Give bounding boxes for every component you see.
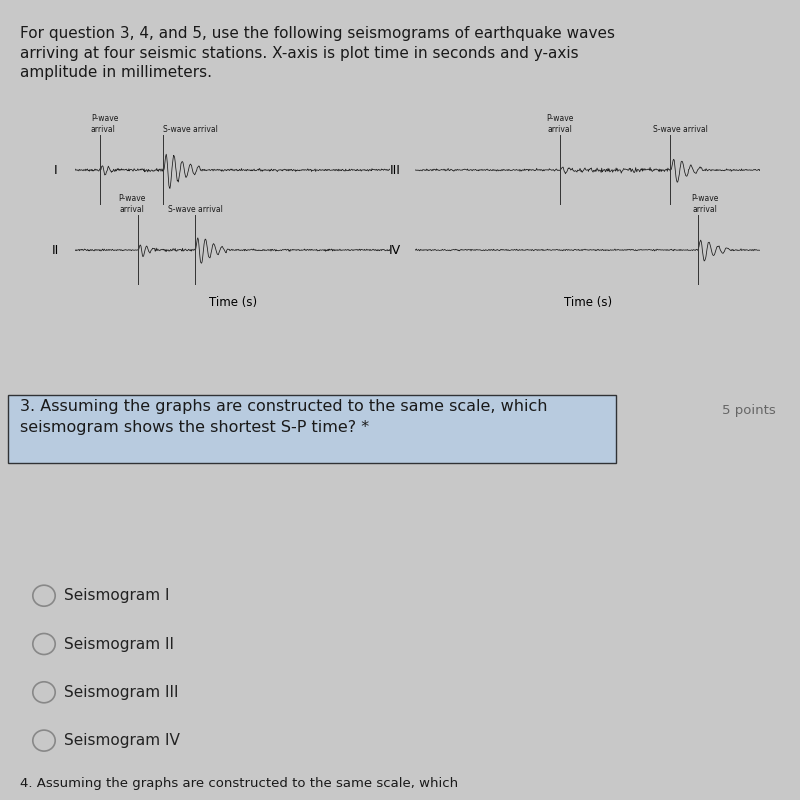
Text: P-wave
arrival: P-wave arrival <box>546 114 574 134</box>
Text: IV: IV <box>389 243 402 257</box>
Text: S-wave arrival: S-wave arrival <box>163 125 218 134</box>
Text: II: II <box>51 243 59 257</box>
Text: Seismogram IV: Seismogram IV <box>64 733 180 748</box>
Text: 4. Assuming the graphs are constructed to the same scale, which: 4. Assuming the graphs are constructed t… <box>20 777 458 790</box>
Text: 5 points: 5 points <box>722 403 776 417</box>
FancyBboxPatch shape <box>8 395 616 463</box>
Text: S-wave arrival: S-wave arrival <box>167 205 222 214</box>
Text: III: III <box>390 163 401 177</box>
Text: Seismogram I: Seismogram I <box>64 588 170 603</box>
Text: Time (s): Time (s) <box>564 296 612 309</box>
Text: P-wave
arrival: P-wave arrival <box>691 194 718 214</box>
Text: S-wave arrival: S-wave arrival <box>654 125 708 134</box>
Text: 3. Assuming the graphs are constructed to the same scale, which
seismogram shows: 3. Assuming the graphs are constructed t… <box>20 398 547 434</box>
Text: P-wave
arrival: P-wave arrival <box>91 114 118 134</box>
Text: Time (s): Time (s) <box>209 296 257 309</box>
Text: I: I <box>54 163 57 177</box>
Text: Seismogram III: Seismogram III <box>64 685 178 700</box>
Text: Seismogram II: Seismogram II <box>64 637 174 651</box>
Text: P-wave
arrival: P-wave arrival <box>118 194 146 214</box>
Text: For question 3, 4, and 5, use the following seismograms of earthquake waves
arri: For question 3, 4, and 5, use the follow… <box>20 26 615 81</box>
